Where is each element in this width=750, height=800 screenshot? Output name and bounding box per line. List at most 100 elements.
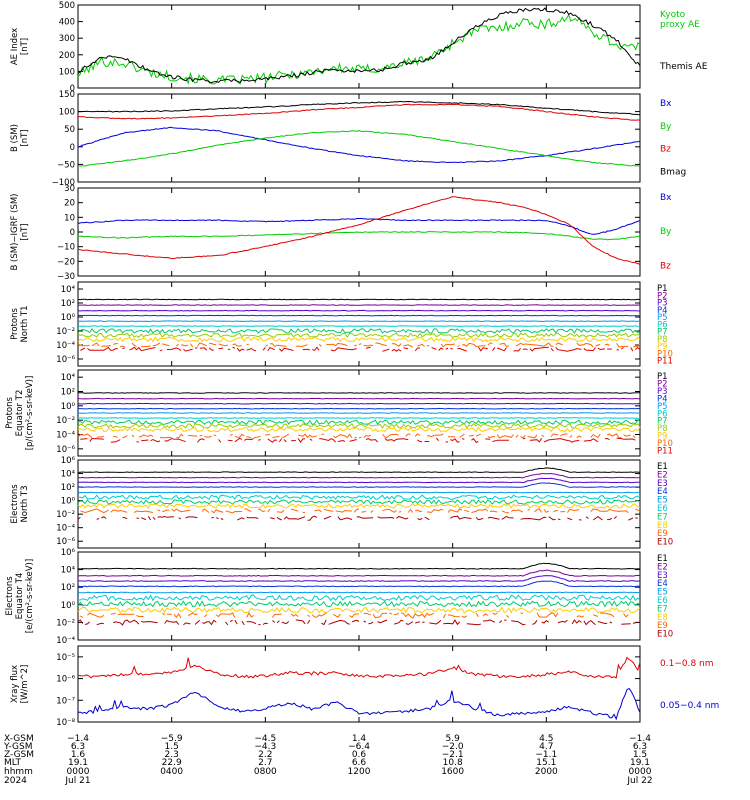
series-line-bdiff-0 <box>77 218 641 235</box>
channel-label: E4 <box>657 487 668 497</box>
channel-label: E9 <box>657 621 668 631</box>
y-tick-label: 200 <box>59 51 75 61</box>
y-tick-label: 10⁻⁵ <box>56 653 75 663</box>
y-axis-label: Electrons <box>5 576 15 616</box>
y-tick-label: 10⁰ <box>61 601 76 611</box>
channel-label: P10 <box>657 349 673 359</box>
y-axis-label: [nT] <box>20 223 30 240</box>
y-tick-label: 10⁻⁴ <box>56 524 75 534</box>
channel-label: E2 <box>657 562 668 572</box>
x-axis-value: −2.0 <box>442 742 464 752</box>
x-axis-value: 0400 <box>160 767 183 777</box>
channel-line-electrons_t3-E2 <box>77 472 641 479</box>
legend-label: By <box>660 122 672 132</box>
x-axis-row-label: Y-GSM <box>3 742 32 752</box>
channel-line-protons_t2-P1 <box>77 392 641 394</box>
x-axis-value: 1.6 <box>71 750 86 760</box>
x-axis-value: −6.4 <box>348 742 370 752</box>
x-axis-value: 19.1 <box>68 758 88 768</box>
channel-line-electrons_t3-E7 <box>77 499 641 505</box>
y-tick-label: 500 <box>59 1 75 11</box>
series-line-bfield-1 <box>77 129 641 167</box>
y-tick-label: 10⁻⁴ <box>56 636 75 646</box>
y-tick-label: 0 <box>70 143 75 153</box>
channel-line-protons_t2-P4 <box>78 407 641 410</box>
channel-label: E10 <box>657 630 673 640</box>
y-axis-label: Equator T2 <box>15 390 25 437</box>
x-axis-row-label: MLT <box>4 758 22 768</box>
channel-label: P6 <box>657 409 668 419</box>
y-axis-label: North T3 <box>20 485 30 522</box>
channel-label: E10 <box>657 538 673 548</box>
channel-line-electrons_t4-E5 <box>77 591 641 594</box>
y-tick-label: 30 <box>64 184 75 194</box>
y-tick-label: 10⁻⁶ <box>56 675 75 685</box>
channel-label: E5 <box>657 496 668 506</box>
y-tick-label: 50 <box>64 125 75 135</box>
y-tick-label: 10⁻² <box>56 510 75 520</box>
series-line-ae-0 <box>77 13 641 85</box>
channel-label: E3 <box>657 479 668 489</box>
x-axis-row-label: Z-GSM <box>4 750 34 760</box>
y-tick-label: 10⁴ <box>61 566 76 576</box>
y-tick-label: 10⁰ <box>61 497 76 507</box>
y-tick-label: 10 <box>64 213 75 223</box>
y-axis-label: [nT] <box>20 129 30 146</box>
channel-label: E5 <box>657 588 668 598</box>
channel-label: P1 <box>657 372 668 382</box>
channel-label: P9 <box>657 432 668 442</box>
channel-line-protons_t1-P10 <box>77 342 641 348</box>
channel-label: P11 <box>657 357 673 367</box>
x-axis-value: 1600 <box>441 767 464 777</box>
channel-label: P4 <box>657 394 668 404</box>
y-tick-label: 10⁴ <box>61 285 76 295</box>
y-tick-label: −100 <box>52 178 75 188</box>
y-axis-label: B (SM)−IGRF (SM) <box>10 194 20 271</box>
channel-line-protons_t1-P9 <box>77 336 641 343</box>
x-axis-value: 1.4 <box>352 734 367 744</box>
x-axis-value: −1.1 <box>535 750 557 760</box>
channel-label: E1 <box>657 554 668 564</box>
series-line-bfield-3 <box>78 100 640 116</box>
legend-label: Bz <box>660 145 671 155</box>
legend-label: By <box>660 227 672 237</box>
channel-label: P8 <box>657 335 668 345</box>
x-axis-value: 4.7 <box>539 742 553 752</box>
y-tick-label: 10⁶ <box>61 548 76 558</box>
x-axis-value: 2.2 <box>258 750 272 760</box>
channel-label: P7 <box>657 417 668 427</box>
channel-line-protons_t1-P2 <box>78 304 641 306</box>
channel-line-electrons_t4-E4 <box>77 580 641 588</box>
y-tick-label: 10⁻² <box>56 327 75 337</box>
y-axis-label: Electrons <box>10 484 20 524</box>
legend-label: proxy AE <box>660 20 700 30</box>
y-tick-label: 150 <box>59 90 75 100</box>
y-tick-label: 10⁻⁴ <box>56 431 75 441</box>
x-axis-value: 6.6 <box>352 758 367 768</box>
channel-line-protons_t2-P8 <box>77 423 641 429</box>
channel-label: P7 <box>657 328 668 338</box>
y-tick-label: 10⁴ <box>61 373 76 383</box>
y-axis-label: [e/(cm²-s-sr-keV)] <box>25 559 35 633</box>
channel-line-protons_t1-P5 <box>77 320 641 323</box>
y-tick-label: 10⁻⁶ <box>56 445 75 455</box>
y-axis-label: [p/(cm²-s-sr-keV)] <box>25 376 35 451</box>
channel-label: E7 <box>657 604 668 614</box>
channel-line-electrons_t4-E3 <box>77 575 641 582</box>
y-tick-label: 10⁻⁶ <box>56 355 75 365</box>
series-line-bdiff-2 <box>77 196 641 265</box>
y-tick-label: 10⁰ <box>61 313 76 323</box>
channel-line-protons_t1-P1 <box>77 298 641 301</box>
y-tick-label: 10⁻⁴ <box>56 341 75 351</box>
channel-label: E9 <box>657 529 668 539</box>
legend-label: Kyoto <box>660 10 686 20</box>
x-axis-value: 15.1 <box>536 758 556 768</box>
y-tick-label: 10⁶ <box>61 456 76 466</box>
channel-line-protons_t2-P11 <box>80 438 640 442</box>
channel-line-electrons_t3-E4 <box>77 482 641 488</box>
x-axis-value: 4.5 <box>539 734 553 744</box>
channel-label: P3 <box>657 299 668 309</box>
channel-line-electrons_t4-E1 <box>77 562 641 570</box>
channel-label: E6 <box>657 596 668 606</box>
x-axis-value: −4.5 <box>254 734 276 744</box>
